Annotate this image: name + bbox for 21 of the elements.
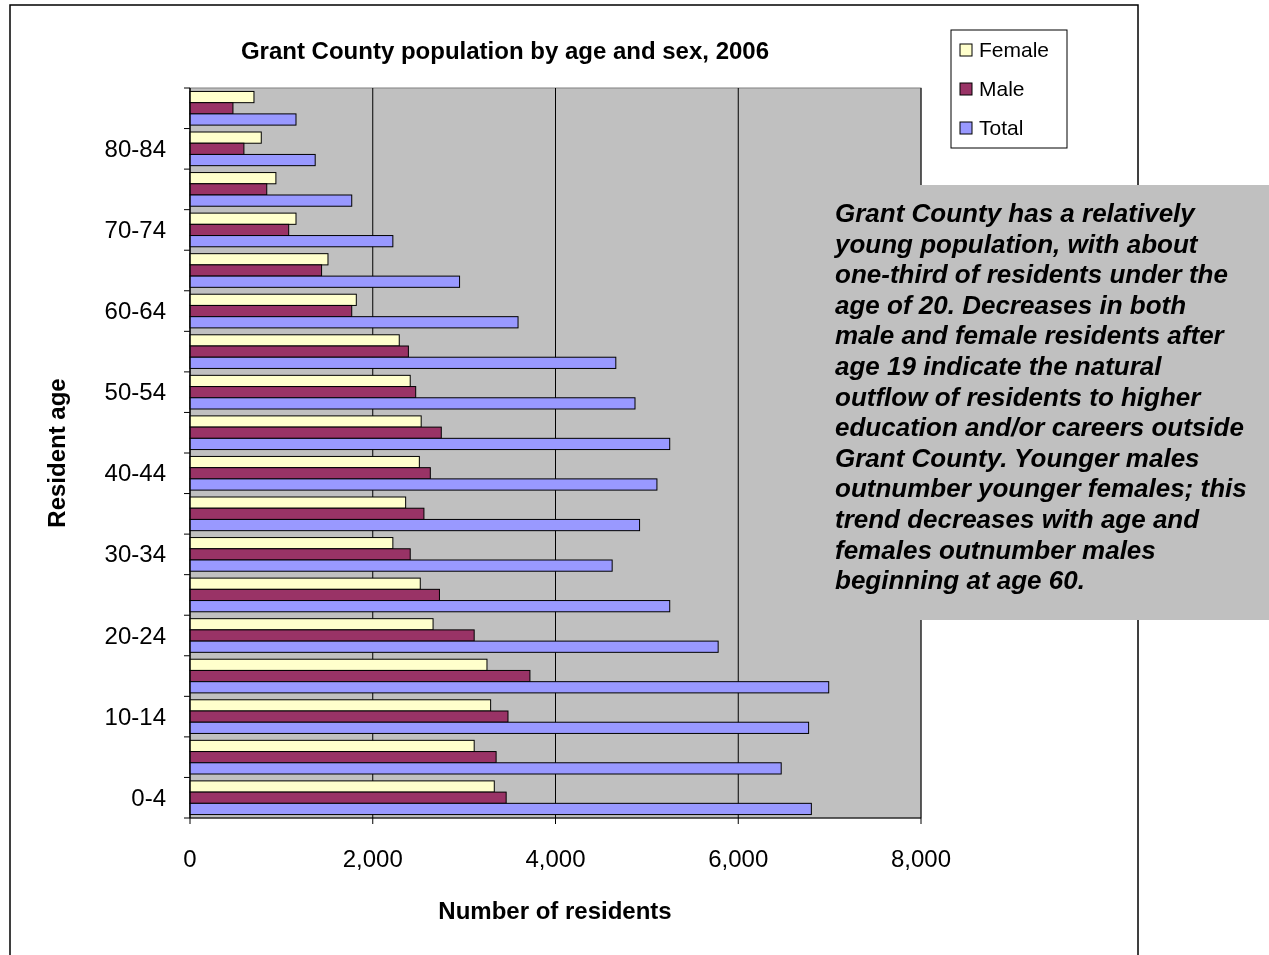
x-tick-label: 0 [183, 845, 197, 872]
y-tick-label: 30-34 [104, 540, 166, 568]
legend-label: Male [979, 77, 1025, 100]
chart-title: Grant County population by age and sex, 2006 [240, 37, 770, 64]
x-tick-label: 2,000 [342, 845, 403, 872]
y-tick-label: 10-14 [104, 702, 166, 730]
legend-label: Total [979, 116, 1024, 139]
y-tick-label: 80-84 [104, 134, 166, 162]
y-tick-label: 20-24 [104, 621, 166, 649]
x-tick-label: 6,000 [708, 845, 769, 872]
y-tick-label: 60-64 [104, 297, 166, 325]
text: Grant County has a relatively young population, with about one-third of residents under the age of 20. Decreases in both male and female residents after age 19 indicate the natural outflow of residents to higher education and/or careers outside Grant County. Younger males outnumber younger females; this trend decreases with age and females outnumber males beginning at age 60. [835, 198, 1247, 596]
x-tick-label: 4,000 [525, 845, 586, 872]
y-tick-label: 70-74 [104, 215, 166, 243]
legend-label: Female [979, 38, 1050, 61]
y-tick-label: 50-54 [104, 378, 166, 406]
x-axis-title: Number of residents [438, 897, 672, 924]
y-axis-title: Resident age [43, 378, 70, 528]
y-tick-label: 0-4 [131, 783, 166, 811]
x-tick-label: 8,000 [890, 845, 952, 872]
y-tick-label: 40-44 [104, 459, 166, 487]
